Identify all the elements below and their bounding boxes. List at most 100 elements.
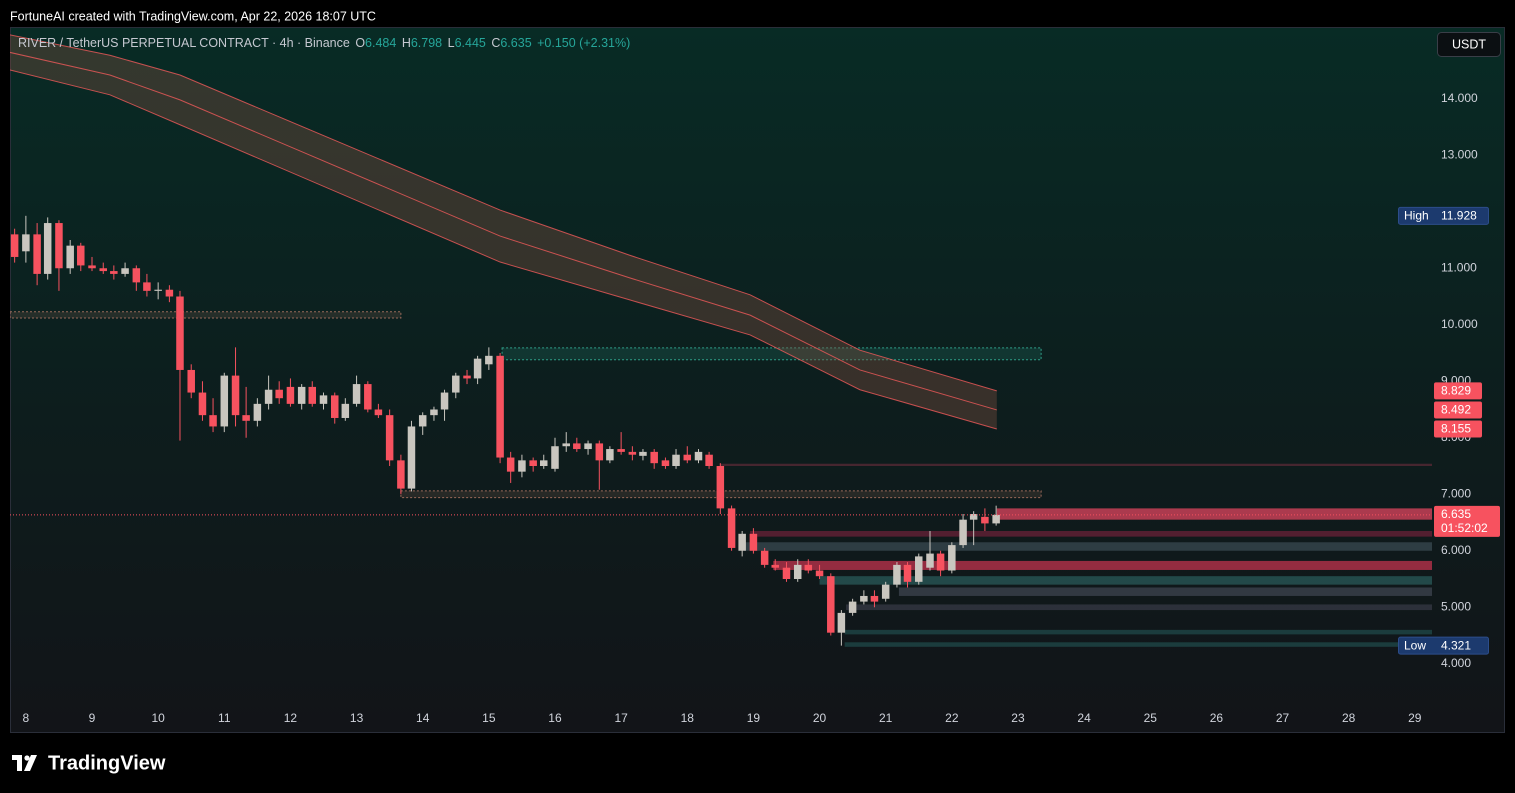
- candle-body: [165, 289, 174, 297]
- candle-body: [771, 564, 779, 568]
- band-badge-value: 8.155: [1441, 422, 1471, 436]
- close-value: 6.635: [500, 36, 531, 50]
- candle-body: [286, 386, 295, 404]
- y-tick-label: 10.000: [1441, 317, 1478, 331]
- y-tick-label: 11.000: [1441, 260, 1477, 274]
- candle-body: [959, 519, 967, 546]
- high-label: H: [402, 36, 411, 50]
- candle-body: [77, 245, 85, 266]
- candle-body: [969, 514, 978, 520]
- countdown: 01:52:02: [1441, 521, 1488, 535]
- candle-body: [275, 389, 283, 399]
- candle-body: [815, 570, 824, 577]
- candle-body: [749, 533, 758, 551]
- x-tick-label: 12: [284, 711, 298, 725]
- candle-body: [440, 392, 449, 410]
- legend-header: RIVER / TetherUS PERPETUAL CONTRACT · 4h…: [18, 36, 630, 50]
- candle-body: [397, 460, 405, 489]
- candle-body: [154, 289, 162, 291]
- y-tick-label: 5.000: [1441, 599, 1471, 613]
- liquidity-level: [743, 542, 1432, 551]
- candle-body: [539, 460, 548, 467]
- price-badge: [1434, 505, 1500, 537]
- candle-body: [727, 508, 736, 548]
- x-tick-label: 27: [1276, 711, 1290, 725]
- candle-body: [33, 234, 41, 274]
- candle-body: [506, 457, 515, 472]
- candle-body: [43, 223, 52, 274]
- currency[interactable]: USDT: [1452, 37, 1486, 51]
- candle-body: [418, 415, 427, 427]
- x-tick-label: 21: [879, 711, 893, 725]
- band-badge-value: 8.492: [1441, 403, 1471, 417]
- candle-body: [837, 612, 846, 633]
- liquidity-level: [719, 463, 1432, 467]
- x-tick-label: 13: [350, 711, 364, 725]
- candle-body: [860, 595, 868, 602]
- candle-body: [827, 576, 835, 633]
- currency-button[interactable]: [1437, 32, 1501, 57]
- candle-body: [352, 384, 361, 404]
- low-value: 6.445: [455, 36, 486, 50]
- candle-body: [308, 386, 317, 404]
- candle-body: [132, 268, 141, 283]
- candle-body: [473, 358, 482, 379]
- x-tick-label: 15: [482, 711, 496, 725]
- candle-body: [430, 409, 438, 416]
- candle-body: [672, 454, 680, 467]
- extreme-value: 4.321: [1441, 638, 1471, 652]
- candle-body: [231, 375, 240, 416]
- candle-body: [948, 545, 956, 571]
- extreme-badge: [1398, 206, 1489, 225]
- candle-body: [529, 460, 537, 467]
- x-tick-label: 29: [1408, 711, 1422, 725]
- candle-body: [870, 595, 879, 602]
- plot-layer: [10, 34, 1432, 647]
- candle-body: [264, 389, 273, 404]
- candle-body: [903, 564, 912, 582]
- liquidity-level: [844, 629, 1432, 635]
- candle-body: [617, 449, 625, 452]
- extreme-label: High: [1404, 208, 1429, 222]
- band-upper: [10, 34, 997, 392]
- candle-body: [341, 403, 350, 418]
- candle-body: [848, 601, 857, 613]
- y-tick-label: 6.000: [1441, 543, 1471, 557]
- candle-body: [893, 564, 901, 585]
- liquidity-level: [773, 560, 1432, 570]
- logo-mark: [12, 755, 22, 771]
- watermark: FortuneAI created with TradingView.com, …: [10, 9, 376, 23]
- liquidity-level: [750, 530, 1432, 537]
- candle-body: [716, 466, 725, 509]
- candle-body: [176, 296, 184, 370]
- candle-body: [407, 426, 416, 489]
- logo-dot: [24, 755, 30, 761]
- candle-body: [683, 454, 692, 461]
- candle-body: [485, 355, 493, 365]
- panel: [10, 27, 1505, 733]
- band-fill: [10, 34, 997, 429]
- high-value: 6.798: [411, 36, 442, 50]
- candle-body: [606, 449, 614, 461]
- candle-body: [804, 564, 813, 571]
- candle-body: [88, 265, 96, 269]
- x-tick-label: 8: [23, 711, 30, 725]
- candle-body: [551, 446, 559, 469]
- candle-body: [143, 282, 151, 291]
- candle-body: [650, 451, 658, 464]
- liquidity-level: [846, 604, 1432, 611]
- logo-slash: [24, 755, 37, 771]
- candle-body: [55, 223, 63, 269]
- brand-logo: [12, 755, 37, 771]
- liquidity-level: [844, 642, 1432, 647]
- candle-body: [198, 392, 207, 416]
- band-badge-value: 8.829: [1441, 384, 1471, 398]
- candle-body: [22, 234, 30, 252]
- candle-body: [760, 550, 769, 565]
- candle-body: [374, 409, 383, 416]
- candle-body: [187, 369, 195, 393]
- liquidity-level: [996, 508, 1432, 520]
- zone: [10, 311, 402, 319]
- candle-body: [628, 451, 637, 455]
